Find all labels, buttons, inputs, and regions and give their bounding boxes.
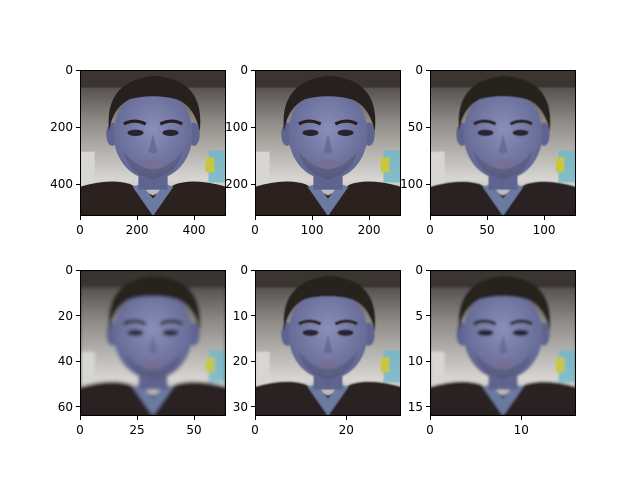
subplot-image-p5 <box>255 270 401 416</box>
x-tick-label: 0 <box>251 423 259 437</box>
y-tick-mark <box>426 269 430 271</box>
x-tick-label: 20 <box>338 423 354 437</box>
x-tick-label: 100 <box>300 223 324 237</box>
x-tick-label: 0 <box>426 223 434 237</box>
y-tick-label: 60 <box>57 399 73 414</box>
y-tick-mark <box>251 406 255 408</box>
x-tick-label: 0 <box>426 423 434 437</box>
x-tick-label: 200 <box>357 223 381 237</box>
x-tick-mark <box>193 216 195 220</box>
y-tick-label: 0 <box>415 263 423 277</box>
x-tick-label: 25 <box>129 423 145 437</box>
x-tick-mark <box>368 216 370 220</box>
y-tick-label: 0 <box>65 63 73 77</box>
x-tick-mark <box>254 416 256 420</box>
y-tick-mark <box>426 183 430 185</box>
y-tick-mark <box>76 360 80 362</box>
x-tick-label: 100 <box>532 223 556 237</box>
y-tick-label: 0 <box>240 263 248 277</box>
x-tick-mark <box>486 216 488 220</box>
y-tick-mark <box>251 360 255 362</box>
x-tick-mark <box>520 416 522 420</box>
y-tick-mark <box>251 269 255 271</box>
y-tick-label: 15 <box>407 399 423 414</box>
x-tick-label: 50 <box>186 423 202 437</box>
y-tick-label: 100 <box>400 177 423 192</box>
subplot-image-p3 <box>430 70 576 216</box>
y-tick-label: 10 <box>407 354 423 369</box>
y-tick-mark <box>426 360 430 362</box>
y-tick-label: 10 <box>232 308 248 323</box>
y-tick-label: 30 <box>232 399 248 414</box>
y-tick-mark <box>76 183 80 185</box>
x-tick-mark <box>254 216 256 220</box>
y-tick-mark <box>76 406 80 408</box>
y-tick-mark <box>76 69 80 71</box>
y-tick-label: 40 <box>57 354 73 369</box>
y-tick-label: 50 <box>407 120 423 135</box>
y-tick-mark <box>251 69 255 71</box>
x-tick-label: 400 <box>182 223 206 237</box>
y-tick-mark <box>426 69 430 71</box>
x-tick-label: 10 <box>513 423 529 437</box>
y-tick-mark <box>426 406 430 408</box>
y-tick-mark <box>76 315 80 317</box>
x-tick-mark <box>345 416 347 420</box>
x-tick-label: 0 <box>76 223 84 237</box>
x-tick-mark <box>79 216 81 220</box>
subplot-image-p2 <box>255 70 401 216</box>
subplot-image-p6 <box>430 270 576 416</box>
y-tick-label: 200 <box>225 177 248 192</box>
y-tick-mark <box>251 315 255 317</box>
y-tick-label: 0 <box>415 63 423 77</box>
subplot-image-p1 <box>80 70 226 216</box>
y-tick-label: 0 <box>240 63 248 77</box>
x-tick-label: 50 <box>479 223 495 237</box>
x-tick-mark <box>79 416 81 420</box>
y-tick-label: 200 <box>50 120 73 135</box>
y-tick-label: 20 <box>57 308 73 323</box>
x-tick-mark <box>429 216 431 220</box>
y-tick-mark <box>426 126 430 128</box>
y-tick-mark <box>251 183 255 185</box>
x-tick-mark <box>543 216 545 220</box>
x-tick-mark <box>311 216 313 220</box>
y-tick-label: 400 <box>50 177 73 192</box>
x-tick-label: 200 <box>125 223 149 237</box>
y-tick-label: 100 <box>225 120 248 135</box>
x-tick-mark <box>136 416 138 420</box>
y-tick-mark <box>76 126 80 128</box>
x-tick-mark <box>429 416 431 420</box>
y-tick-mark <box>426 315 430 317</box>
y-tick-label: 5 <box>415 308 423 323</box>
y-tick-label: 20 <box>232 354 248 369</box>
x-tick-mark <box>193 416 195 420</box>
subplot-image-p4 <box>80 270 226 416</box>
y-tick-mark <box>76 269 80 271</box>
y-tick-label: 0 <box>65 263 73 277</box>
x-tick-label: 0 <box>251 223 259 237</box>
y-tick-mark <box>251 126 255 128</box>
x-tick-mark <box>136 216 138 220</box>
x-tick-label: 0 <box>76 423 84 437</box>
